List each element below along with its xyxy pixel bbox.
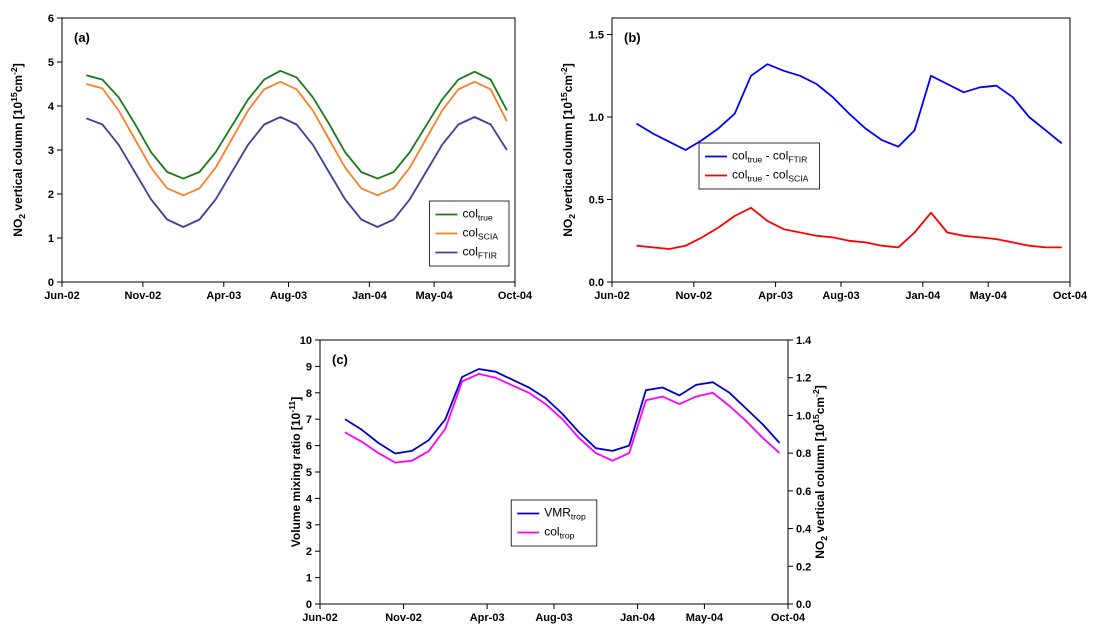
x-tick-label: Apr-03 (758, 290, 793, 302)
x-tick-label: Nov-02 (675, 290, 712, 302)
series-line (344, 368, 781, 455)
y-tick-label: 0.0 (589, 277, 604, 289)
x-tick-label: May-04 (970, 290, 1008, 302)
series-line (85, 116, 508, 228)
y2-tick-label: 0.4 (796, 524, 812, 536)
panel-label: (c) (332, 352, 348, 367)
x-tick-label: May-04 (415, 290, 453, 302)
legend: coltrue​ colSCIA​ colFTIR​ (429, 200, 510, 267)
y2-tick-label: 0.0 (796, 599, 811, 611)
y-tick-label: 9 (306, 361, 312, 373)
y-tick-label: 1 (306, 573, 312, 585)
x-tick-label: May-04 (686, 612, 724, 624)
legend-label: colSCIA​ (463, 226, 499, 242)
panel-label: (a) (74, 30, 90, 45)
y-tick-label: 1 (48, 233, 54, 245)
y2-tick-label: 0.6 (796, 486, 811, 498)
series-line (86, 80, 508, 197)
chart: Jun-02 Nov-02 Apr-03 Aug-03 Jan-04 May-04 Oct-… (287, 335, 829, 624)
x-tick-label: Oct-04 (771, 612, 806, 624)
legend: coltrue - colFTIR​ coltrue - colSCIA​ (698, 142, 820, 190)
y2-tick-label: 1.2 (796, 373, 811, 385)
y-tick-label: 0 (306, 599, 312, 611)
y-tick-label: 5 (48, 57, 54, 69)
x-tick-label: Aug-03 (535, 612, 572, 624)
legend: VMRtrop​ coltrop​ (510, 499, 598, 547)
series-line (344, 373, 781, 464)
legend-label: coltrop​ (544, 525, 574, 541)
y-tick-label: 3 (306, 520, 312, 532)
x-tick-label: Jan-04 (905, 290, 941, 302)
y2-tick-label: 0.2 (796, 561, 811, 573)
x-tick-label: Nov-02 (125, 290, 162, 302)
y-tick-label: 3 (48, 145, 54, 157)
series-line (636, 63, 1063, 151)
y-tick-label: 1.5 (589, 30, 604, 42)
plot-frame (611, 17, 1071, 283)
y-tick-label: 1.0 (589, 112, 604, 124)
legend-label: VMRtrop​ (544, 506, 586, 522)
y-tick-label: 5 (306, 467, 312, 479)
y-tick-label: 7 (306, 414, 312, 426)
y2-axis-label: NO2 vertical column [1015cm-2] (811, 385, 829, 558)
y-axis-label: NO2 vertical column [1015cm-2] (9, 63, 27, 236)
x-tick-label: Jun-02 (44, 290, 79, 302)
x-tick-label: Jan-04 (352, 290, 388, 302)
chart: Jun-02 Nov-02 Apr-03 Aug-03 Jan-04 May-04 Oct-… (559, 17, 1088, 302)
y2-tick-label: 1.4 (796, 335, 812, 347)
y2-tick-label: 1.0 (796, 410, 811, 422)
chart: Jun-02 Nov-02 Apr-03 Aug-03 Jan-04 May-04 Oct-… (9, 13, 533, 302)
y-tick-label: 0 (48, 277, 54, 289)
y-axis-label: Volume mixing ratio [10-11] (287, 397, 303, 547)
legend-box (698, 142, 820, 190)
y-tick-label: 4 (306, 493, 313, 505)
series-line (86, 69, 508, 180)
y-tick-label: 2 (306, 546, 312, 558)
y2-tick-label: 0.8 (796, 448, 811, 460)
x-tick-label: Aug-03 (270, 290, 307, 302)
x-tick-label: Oct-04 (1053, 290, 1088, 302)
x-tick-label: Oct-04 (498, 290, 533, 302)
y-tick-label: 6 (48, 13, 54, 25)
x-tick-label: Apr-03 (470, 612, 505, 624)
legend-box (510, 499, 598, 547)
y-tick-label: 8 (306, 388, 312, 400)
x-tick-label: Jun-02 (594, 290, 629, 302)
y-axis-label: NO2 vertical column [1015cm-2] (559, 63, 577, 236)
series-line (636, 206, 1062, 250)
x-tick-label: Nov-02 (385, 612, 422, 624)
x-tick-label: Jun-02 (302, 612, 337, 624)
legend-label: colFTIR​ (463, 245, 498, 261)
y-tick-label: 2 (48, 189, 54, 201)
plot-frame (319, 339, 789, 605)
x-tick-label: Apr-03 (206, 290, 241, 302)
y-tick-label: 0.5 (589, 195, 604, 207)
x-tick-label: Aug-03 (822, 290, 859, 302)
legend-label: coltrue - colFTIR​ (732, 149, 807, 165)
panel-label: (b) (624, 30, 641, 45)
legend-label: coltrue​ (463, 207, 493, 223)
y-tick-label: 4 (48, 101, 55, 113)
legend-label: coltrue - colSCIA​ (732, 168, 809, 184)
y-tick-label: 6 (306, 441, 312, 453)
x-tick-label: Jan-04 (620, 612, 656, 624)
y-tick-label: 10 (300, 335, 312, 347)
